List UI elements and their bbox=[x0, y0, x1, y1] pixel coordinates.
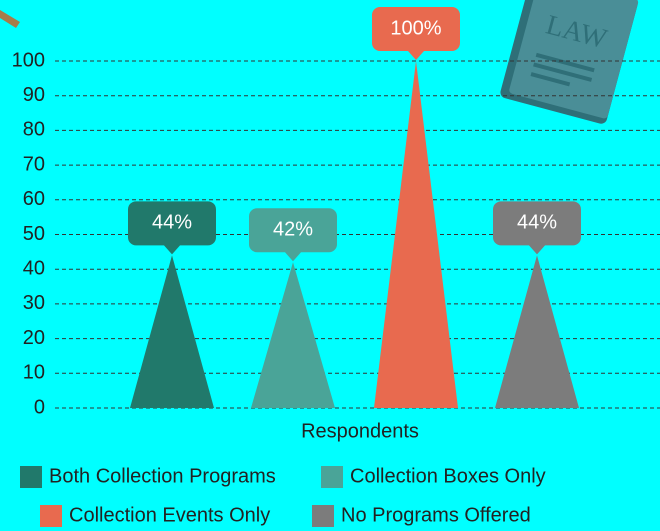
data-label: 44% bbox=[517, 212, 557, 234]
y-tick-label: 70 bbox=[23, 153, 45, 175]
x-category-label: Respondents bbox=[301, 420, 419, 442]
data-label: 100% bbox=[390, 17, 441, 39]
data-label: 42% bbox=[273, 219, 313, 241]
y-tick-label: 0 bbox=[34, 396, 45, 418]
legend-swatch bbox=[20, 466, 42, 488]
y-tick-label: 20 bbox=[23, 327, 45, 349]
legend-swatch bbox=[312, 505, 334, 527]
y-tick-label: 60 bbox=[23, 188, 45, 210]
legend-label: Both Collection Programs bbox=[49, 465, 276, 487]
y-tick-label: 10 bbox=[23, 362, 45, 384]
legend-label: Collection Events Only bbox=[69, 504, 270, 526]
y-tick-label: 80 bbox=[23, 119, 45, 141]
chart: LAW 010203040506070809010044%42%100%44%R… bbox=[0, 0, 660, 531]
y-tick-label: 100 bbox=[12, 49, 45, 71]
legend-label: No Programs Offered bbox=[341, 504, 531, 526]
y-tick-label: 30 bbox=[23, 292, 45, 314]
y-tick-label: 40 bbox=[23, 257, 45, 279]
y-tick-label: 50 bbox=[23, 223, 45, 245]
y-tick-label: 90 bbox=[23, 84, 45, 106]
legend-swatch bbox=[40, 505, 62, 527]
legend-label: Collection Boxes Only bbox=[350, 465, 546, 487]
data-label: 44% bbox=[152, 212, 192, 234]
legend-swatch bbox=[321, 466, 343, 488]
